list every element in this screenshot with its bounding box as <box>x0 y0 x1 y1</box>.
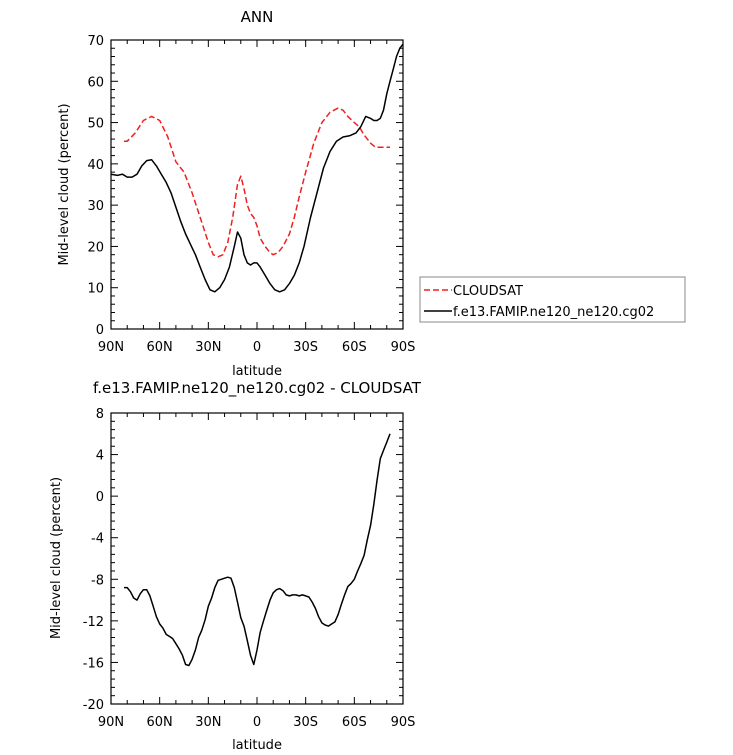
top-x-axis: 90N 60N 30N 0 30S 60S 90S <box>98 40 416 355</box>
top-x-tick-label: 60S <box>342 340 367 355</box>
top-x-tick-label: 30S <box>293 340 318 355</box>
bottom-y-tick-label: 8 <box>96 407 104 422</box>
top-series-line-model <box>110 43 404 293</box>
bottom-x-tick-label: 90N <box>98 715 124 730</box>
top-chart-title: ANN <box>241 8 274 26</box>
bottom-y-tick-label: 4 <box>96 449 104 464</box>
top-y-tick-label: 30 <box>87 199 104 214</box>
bottom-plot-frame <box>110 412 404 705</box>
bottom-x-tick-label: 60N <box>147 715 173 730</box>
bottom-x-tick-label: 60S <box>342 715 367 730</box>
top-y-tick-label: 40 <box>87 158 104 173</box>
legend-box <box>419 276 686 323</box>
legend: CLOUDSAT f.e13.FAMIP.ne120_ne120.cg02 <box>419 276 686 323</box>
top-series-group <box>110 43 404 293</box>
bottom-y-axis: -20 -16 -12 -8 -4 0 4 8 <box>83 407 403 713</box>
top-plot-frame <box>110 39 404 330</box>
top-y-tick-label: 60 <box>87 75 104 90</box>
top-x-axis-label: latitude <box>232 364 282 379</box>
top-y-tick-label: 50 <box>87 117 104 132</box>
bottom-y-axis-label: Mid-level cloud (percent) <box>49 477 64 639</box>
legend-label-cloudsat: CLOUDSAT <box>453 284 523 299</box>
bottom-x-tick-label: 90S <box>391 715 416 730</box>
top-y-tick-label: 0 <box>96 323 104 338</box>
bottom-panel: f.e13.FAMIP.ne120_ne120.cg02 - CLOUDSAT … <box>49 379 422 753</box>
bottom-x-axis-label: latitude <box>232 738 282 753</box>
bottom-y-tick-label: -16 <box>83 656 104 671</box>
top-y-axis-label: Mid-level cloud (percent) <box>57 103 72 265</box>
bottom-y-tick-label: -4 <box>91 532 104 547</box>
bottom-x-tick-label: 0 <box>253 715 261 730</box>
top-y-tick-label: 10 <box>87 282 104 297</box>
bottom-x-tick-label: 30N <box>195 715 221 730</box>
top-x-tick-label: 30N <box>195 340 221 355</box>
top-x-tick-label: 90N <box>98 340 124 355</box>
top-x-tick-label: 0 <box>253 340 261 355</box>
bottom-y-tick-label: 0 <box>96 490 104 505</box>
top-y-axis: 0 10 20 30 40 50 60 70 <box>87 34 403 338</box>
legend-label-model: f.e13.FAMIP.ne120_ne120.cg02 <box>453 305 654 320</box>
bottom-chart-title: f.e13.FAMIP.ne120_ne120.cg02 - CLOUDSAT <box>93 379 422 398</box>
top-y-tick-label: 20 <box>87 240 104 255</box>
bottom-series-line-difference <box>124 433 391 667</box>
bottom-x-axis: 90N 60N 30N 0 30S 60S 90S <box>98 413 416 730</box>
top-x-tick-label: 60N <box>147 340 173 355</box>
bottom-y-tick-label: -8 <box>91 573 104 588</box>
bottom-y-tick-label: -20 <box>83 698 104 713</box>
top-series-line-cloudsat <box>124 107 390 258</box>
bottom-x-tick-label: 30S <box>293 715 318 730</box>
bottom-series-group <box>124 433 391 667</box>
top-y-tick-label: 70 <box>87 34 104 49</box>
bottom-y-tick-label: -12 <box>83 615 104 630</box>
top-x-tick-label: 90S <box>391 340 416 355</box>
